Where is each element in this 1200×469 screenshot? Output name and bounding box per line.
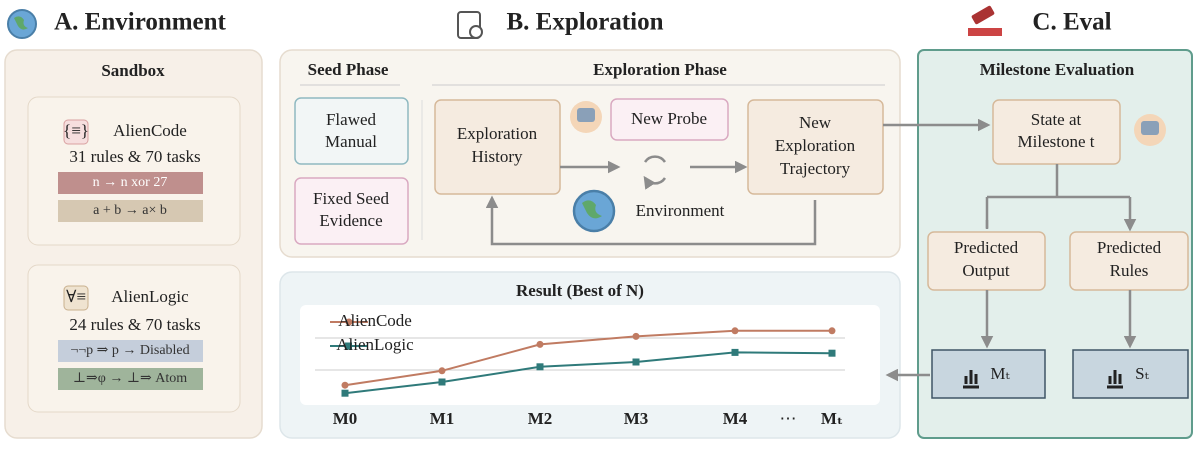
box-text: Predicted [1097,238,1162,257]
env-name: AlienCode [113,121,187,140]
metric-label: Mₜ [990,364,1010,383]
box-text: Fixed Seed [313,189,390,208]
env-stats: 24 rules & 70 tasks [69,315,200,334]
code-icon [63,119,89,145]
box-text: History [472,147,524,166]
search-doc-icon [457,11,481,39]
section-title: Seed Phase [308,60,389,79]
x-tick-label: M0 [333,409,358,428]
env-name: AlienLogic [111,287,189,306]
x-tick-label: M2 [528,409,553,428]
seed-box [294,177,409,245]
data-point [438,378,446,386]
metric-box [931,349,1046,399]
globe-land [582,200,602,219]
tree-arrows [985,220,1130,229]
data-point [341,381,349,389]
history-box [434,99,561,195]
box-text: Milestone t [1018,132,1095,151]
data-point [536,363,544,371]
box-text: Predicted [954,238,1019,257]
rule-text: ¬¬p ⇒ p → Disabled [70,343,189,358]
robot-head [577,108,595,122]
legend-marker [345,342,352,350]
panel-b-top [279,49,901,258]
env-card [27,96,241,246]
logic-icon [63,285,89,311]
code-icon-glyph: {≡} [63,121,89,140]
data-point [341,389,349,397]
chart-title: Result (Best of N) [516,281,644,300]
rule-text: a + b → a× b [93,203,167,218]
series-line [344,351,833,395]
gavel-base [968,28,1002,36]
env-stats: 31 rules & 70 tasks [69,147,200,166]
x-tick-label: M1 [430,409,455,428]
bar-icon [963,370,979,389]
metric-box [1072,349,1189,399]
panel-title: A. Environment [54,9,226,36]
rule-pill [58,368,203,390]
x-tick-label: M4 [723,409,748,428]
robot-head [1141,121,1159,135]
box-text: New [799,113,832,132]
data-point [828,327,836,335]
trajectory-box [747,99,884,195]
legend-label: AlienLogic [336,335,414,354]
legend-label: AlienCode [338,311,412,330]
box-text: Output [962,261,1010,280]
box-text: Flawed [326,110,377,129]
data-point [731,327,739,335]
gavel-head [971,5,995,25]
box-text: Exploration [457,124,538,143]
data-point [731,348,739,356]
box-text: Trajectory [780,159,851,178]
bar-icon [1107,370,1123,389]
data-point [632,332,640,340]
data-point [828,349,836,357]
rule-pill [58,172,203,194]
rule-pill [58,340,203,362]
box-text: Evidence [319,211,382,230]
probe-box [610,98,729,141]
logic-icon-glyph: ∀≡ [66,287,86,306]
search-doc-lens [469,25,483,39]
box-text: State at [1031,110,1082,129]
cycle-icon [645,155,667,184]
loop-arrow [485,195,817,246]
rule-text: n → n xor 27 [93,175,168,190]
tree-lines [985,164,1132,228]
box-text: Rules [1110,261,1149,280]
legend-marker [345,318,353,326]
box-text: Exploration [775,136,856,155]
box-text: New Probe [631,109,707,128]
series-line [344,329,832,387]
section-title: Milestone Evaluation [980,60,1135,79]
globe-land [14,16,28,30]
rule-text: ⊥⇒φ → ⊥⇒ Atom [73,371,187,386]
section-title: Sandbox [101,61,165,80]
data-point [438,367,446,375]
box-text: Manual [325,132,377,151]
panel-title: B. Exploration [507,9,664,36]
x-ellipsis: ⋯ [780,409,797,428]
rule-pill [58,200,203,222]
chart: M0 M1 M2 M3 M4 Mₜ ⋯ AlienCode AlienLogic [315,311,845,428]
seed-box [294,97,409,165]
data-point [632,358,640,366]
data-point [536,340,544,348]
x-tick-label: Mₜ [821,409,843,428]
x-tick-label: M3 [624,409,649,428]
label: Environment [636,201,725,220]
section-title: Exploration Phase [593,60,727,79]
metric-label: Sₜ [1135,364,1149,383]
panel-title: C. Eval [1032,9,1111,36]
